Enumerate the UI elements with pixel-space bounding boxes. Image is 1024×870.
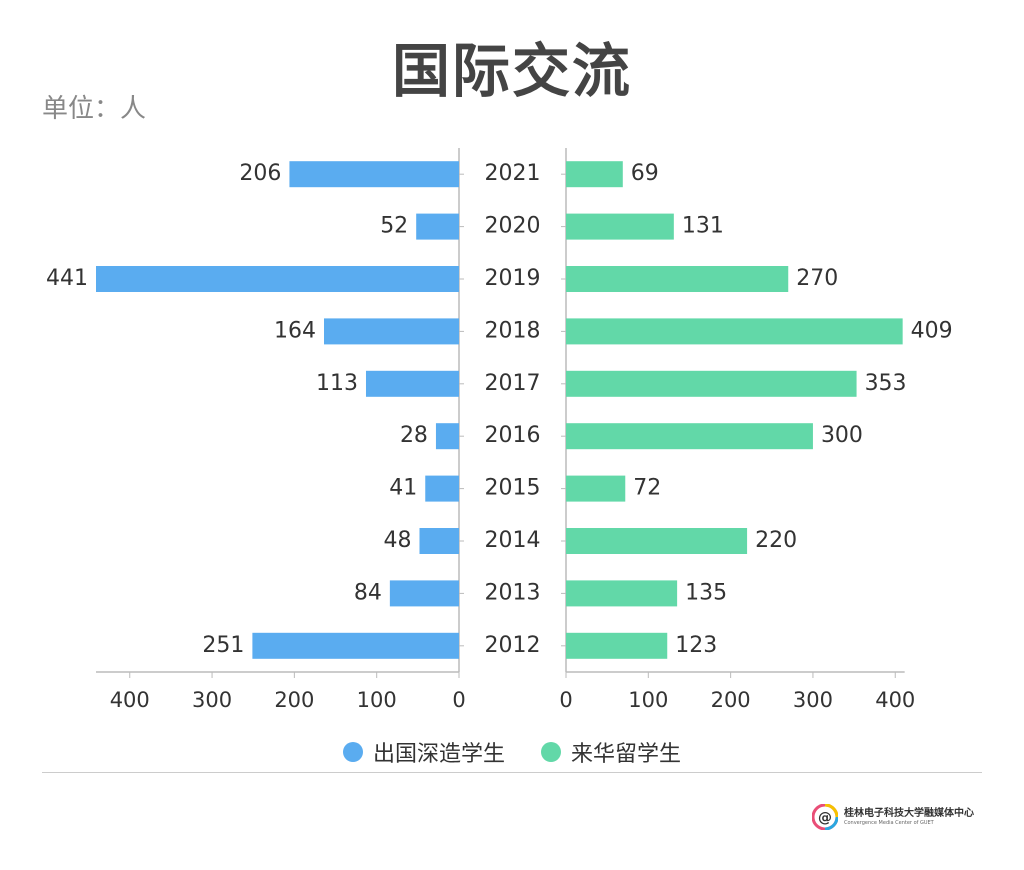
bar-outbound-2015 (425, 475, 459, 502)
bar-label-inbound-2019: 270 (796, 266, 838, 291)
bar-label-inbound-2015: 72 (633, 476, 661, 501)
year-label-2016: 2016 (485, 423, 541, 448)
year-label-2015: 2015 (485, 476, 541, 501)
bar-inbound-2013 (566, 580, 678, 607)
chart-title: 国际交流 (391, 37, 632, 105)
legend-item-inbound: 来华留学生 (541, 736, 681, 768)
bar-inbound-2015 (566, 475, 626, 502)
left-x-tick-label-300: 300 (192, 688, 232, 712)
bar-label-inbound-2014: 220 (755, 528, 797, 553)
bar-outbound-2014 (419, 528, 459, 554)
bar-inbound-2012 (566, 632, 668, 659)
year-label-2017: 2017 (485, 371, 541, 396)
year-label-2019: 2019 (485, 266, 541, 291)
legend-dot-outbound (342, 742, 363, 762)
bar-outbound-2013 (389, 580, 459, 607)
bar-label-outbound-2013: 84 (354, 580, 382, 605)
bar-inbound-2019 (566, 266, 789, 292)
bar-label-outbound-2014: 48 (383, 528, 411, 553)
footer-org-en: Convergence Media Center of GUET (844, 820, 934, 826)
footer-org-cn: 桂林电子科技大学融媒体中心 (844, 808, 974, 819)
bar-label-inbound-2012: 123 (675, 633, 717, 658)
bar-outbound-2019 (96, 266, 459, 292)
bar-label-inbound-2017: 353 (865, 371, 907, 396)
year-label-2013: 2013 (485, 580, 541, 605)
bar-label-outbound-2019: 441 (46, 266, 88, 291)
right-x-tick-label-400: 400 (875, 688, 915, 712)
left-x-tick-label-400: 400 (110, 688, 150, 712)
media-center-logo-icon: @ (812, 804, 838, 830)
bar-outbound-2017 (365, 370, 459, 397)
bar-outbound-2016 (435, 423, 459, 450)
bar-label-inbound-2016: 300 (821, 423, 863, 448)
left-x-tick-label-200: 200 (274, 688, 314, 712)
right-x-tick-label-100: 100 (628, 688, 668, 712)
bar-inbound-2020 (566, 213, 674, 240)
butterfly-bar-chart: 206 2021 69 52 2020 131 441 2019 270 164 2018 409 11… (46, 148, 953, 712)
year-label-2014: 2014 (485, 528, 541, 553)
bar-label-outbound-2015: 41 (389, 476, 417, 501)
legend: 出国深造学生 来华留学生 (0, 736, 1024, 768)
right-x-tick-label-200: 200 (711, 688, 751, 712)
right-x-tick-label-0: 0 (559, 688, 572, 712)
bar-label-inbound-2013: 135 (685, 580, 727, 605)
year-label-2018: 2018 (485, 318, 541, 343)
bar-inbound-2021 (566, 161, 623, 188)
footer-branding: @ 桂林电子科技大学融媒体中心 Convergence Media Center… (812, 804, 974, 830)
bar-inbound-2016 (566, 423, 813, 450)
bar-label-outbound-2020: 52 (380, 214, 408, 239)
left-x-tick-label-0: 0 (452, 688, 465, 712)
year-label-2020: 2020 (485, 214, 541, 239)
bar-label-inbound-2020: 131 (682, 214, 724, 239)
bar-outbound-2021 (289, 161, 459, 188)
year-label-2021: 2021 (485, 161, 541, 186)
unit-label: 单位：人 (42, 94, 147, 124)
bar-label-outbound-2012: 251 (202, 633, 244, 658)
legend-dot-inbound (541, 742, 561, 762)
year-label-2012: 2012 (485, 633, 541, 658)
bar-label-outbound-2018: 164 (274, 318, 316, 343)
legend-item-outbound: 出国深造学生 (342, 736, 505, 768)
footer-divider (42, 772, 982, 773)
right-x-tick-label-300: 300 (793, 688, 833, 712)
bar-inbound-2014 (566, 528, 748, 554)
bar-outbound-2020 (416, 213, 459, 240)
legend-label-outbound: 出国深造学生 (372, 742, 505, 767)
bar-label-inbound-2021: 69 (631, 161, 659, 186)
bar-inbound-2018 (566, 318, 903, 345)
left-x-tick-label-100: 100 (357, 688, 397, 712)
bar-label-inbound-2018: 409 (911, 318, 953, 343)
bar-inbound-2017 (566, 370, 857, 397)
bar-outbound-2012 (252, 632, 459, 659)
svg-text:@: @ (818, 810, 832, 826)
bar-label-outbound-2017: 113 (316, 371, 358, 396)
bar-label-outbound-2021: 206 (239, 161, 281, 186)
legend-label-inbound: 来华留学生 (571, 742, 682, 767)
bar-label-outbound-2016: 28 (400, 423, 428, 448)
bar-outbound-2018 (324, 318, 459, 345)
